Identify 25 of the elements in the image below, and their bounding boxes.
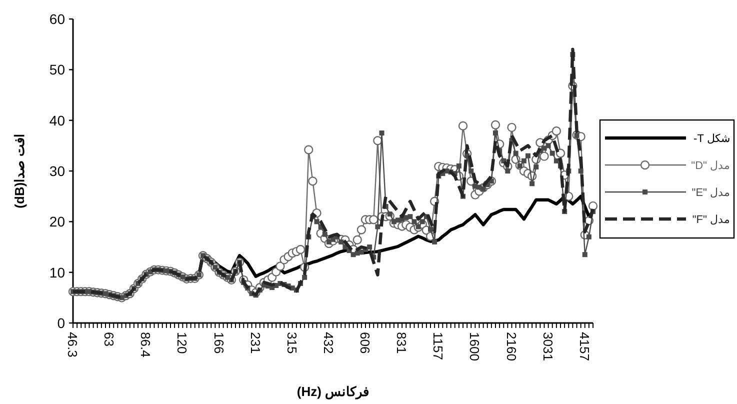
x-tick-label: 1600	[467, 332, 482, 361]
y-axis-title: افت صدا(dB)	[12, 134, 27, 208]
y-tick-label: 40	[49, 112, 66, 128]
x-tick-label: 4157	[576, 332, 592, 361]
x-tick-label: 3031	[540, 332, 556, 361]
x-tick-label: 166	[211, 332, 226, 354]
x-axis-title: فرکانس (Hz)	[296, 384, 370, 400]
x-tick-label: 606	[358, 332, 372, 354]
x-tick-label: 432	[320, 332, 336, 354]
legend: شکل T- مدل "D" مدل "E" مدل "F"	[599, 119, 735, 239]
x-tick-label: 1157	[430, 332, 446, 360]
x-tick-label: 2160	[504, 332, 519, 361]
x-tick-label: 231	[248, 332, 263, 354]
x-tick-label: 46.3	[65, 332, 80, 358]
y-tick-label: 0	[57, 315, 66, 331]
x-tick-label: 831	[394, 332, 410, 354]
y-tick-label: 10	[49, 264, 66, 280]
x-tick-label: 120	[174, 332, 190, 354]
y-tick-label: 50	[49, 62, 66, 78]
y-tick-label: 60	[49, 11, 66, 27]
x-tick-label: 63	[102, 332, 117, 346]
y-tick-label: 20	[49, 214, 66, 230]
y-tick-label: 30	[49, 163, 66, 179]
x-tick-label: 315	[284, 332, 300, 354]
x-tick-label: 86.4	[138, 332, 154, 358]
